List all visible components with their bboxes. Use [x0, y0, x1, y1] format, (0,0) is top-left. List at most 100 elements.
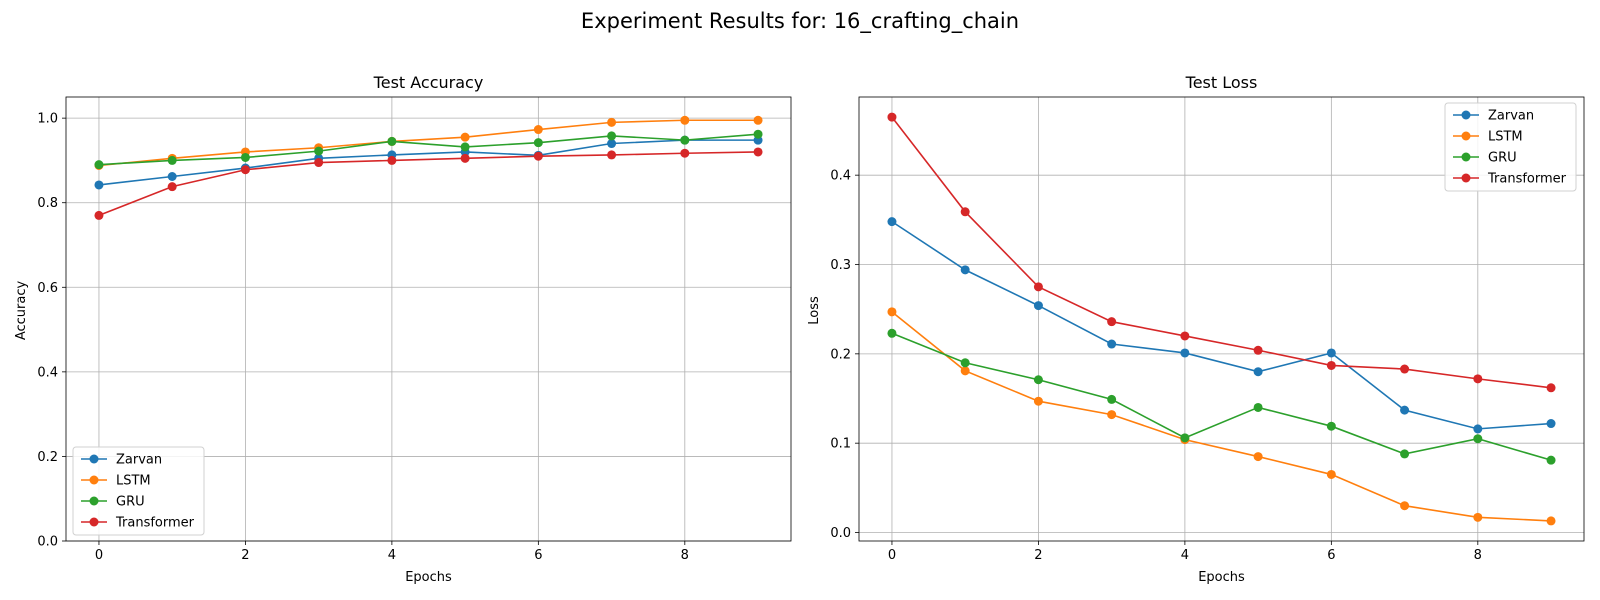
lstm-point [680, 115, 690, 125]
transformer-point [387, 155, 397, 165]
legend-lstm-label: LSTM [116, 474, 151, 489]
transformer-point [960, 207, 970, 217]
zarvan-point [960, 265, 970, 275]
lstm-point [607, 117, 617, 127]
legend-transformer-label: Transformer [1487, 172, 1567, 187]
gru-point [314, 146, 324, 156]
transformer-point [753, 147, 763, 157]
legend-zarvan-label: Zarvan [116, 453, 162, 468]
lstm-point [1107, 410, 1117, 420]
legend-gru-label: GRU [1488, 151, 1517, 166]
transformer-point [1546, 383, 1556, 393]
lstm-point [1253, 452, 1263, 462]
legend: Zarvan LSTM GRU Transformer [1444, 102, 1577, 192]
gru-point [460, 142, 470, 152]
transformer-point [1180, 331, 1190, 341]
legend-box [72, 446, 205, 536]
legend-gru-marker [89, 496, 99, 506]
loss-y-axis-label: Loss [807, 296, 822, 325]
x-tick-label: 0 [95, 548, 103, 563]
loss-chart-title: Test Loss [1185, 73, 1258, 92]
y-tick-label: 0.0 [37, 535, 58, 550]
zarvan-point [887, 217, 897, 227]
x-tick-label: 6 [534, 548, 542, 563]
gru-point [387, 136, 397, 146]
transformer-point [1400, 364, 1410, 374]
gru-point [1400, 449, 1410, 459]
lstm-point [1326, 469, 1336, 479]
y-tick-label: 0.8 [37, 196, 58, 211]
lstm-point [887, 307, 897, 317]
transformer-point [1107, 317, 1117, 327]
gru-point [1180, 433, 1190, 443]
accuracy-chart-title: Test Accuracy [373, 73, 484, 92]
gru-point [1253, 402, 1263, 412]
x-tick-label: 2 [241, 548, 249, 563]
x-tick-label: 4 [1181, 548, 1189, 563]
transformer-point [94, 210, 104, 220]
accuracy-panel: Test Accuracy 0 2 4 6 8 0.0 0.2 0.4 0.6 0.8 1.0 Zar… [14, 73, 792, 585]
loss-plot-area: 0 2 4 6 8 0.0 0.1 0.2 0.3 0.4 Zarvan LSTM GRU Transfo… [830, 96, 1585, 563]
y-tick-label: 0.2 [37, 450, 58, 465]
gru-point [680, 135, 690, 145]
legend-transformer-marker [89, 517, 99, 527]
zarvan-line [98, 139, 759, 186]
transformer-point [240, 165, 250, 175]
transformer-line [891, 116, 1552, 389]
lstm-point [960, 366, 970, 376]
y-tick-label: 1.0 [37, 112, 58, 127]
x-tick-label: 6 [1327, 548, 1335, 563]
x-tick-label: 0 [888, 548, 896, 563]
x-tick-label: 2 [1034, 548, 1042, 563]
y-tick-label: 0.4 [830, 169, 851, 184]
accuracy-plot-area: 0 2 4 6 8 0.0 0.2 0.4 0.6 0.8 1.0 Zarvan LSTM GRU Tran… [37, 96, 792, 563]
gru-point [1473, 434, 1483, 444]
accuracy-y-axis-label: Accuracy [14, 281, 29, 341]
transformer-point [460, 153, 470, 163]
gru-point [607, 131, 617, 141]
transformer-point [607, 150, 617, 160]
x-tick-label: 8 [681, 548, 689, 563]
y-tick-label: 0.3 [830, 258, 851, 273]
legend-lstm-marker [89, 475, 99, 485]
legend-box [1444, 102, 1577, 192]
zarvan-point [1326, 348, 1336, 358]
transformer-point [887, 112, 897, 122]
y-tick-label: 0.4 [37, 365, 58, 380]
transformer-line [98, 151, 759, 217]
zarvan-point [1546, 419, 1556, 429]
y-tick-label: 0.1 [830, 437, 851, 452]
zarvan-point [1033, 301, 1043, 311]
gru-line [98, 133, 759, 166]
legend-gru-marker [1461, 152, 1471, 162]
legend-zarvan-marker [1461, 110, 1471, 120]
y-tick-label: 0.2 [830, 347, 851, 362]
zarvan-point [1180, 348, 1190, 358]
transformer-point [314, 158, 324, 168]
zarvan-point [1107, 339, 1117, 349]
lstm-point [460, 132, 470, 142]
transformer-point [1473, 374, 1483, 384]
gru-point [1033, 375, 1043, 385]
lstm-point [1546, 516, 1556, 526]
gru-point [1107, 394, 1117, 404]
zarvan-point [607, 139, 617, 149]
lstm-point [1033, 396, 1043, 406]
gru-point [1326, 421, 1336, 431]
zarvan-point [1400, 405, 1410, 415]
transformer-point [167, 182, 177, 192]
transformer-point [1253, 345, 1263, 355]
gru-point [240, 152, 250, 162]
legend-transformer-label: Transformer [115, 516, 195, 531]
lstm-point [533, 125, 543, 135]
transformer-point [1326, 360, 1336, 370]
gru-point [94, 160, 104, 170]
zarvan-point [1473, 424, 1483, 434]
loss-panel: Test Loss 0 2 4 6 8 0.0 0.1 0.2 0.3 0.4 Zarvan LSTM… [807, 73, 1585, 585]
lstm-point [1473, 512, 1483, 522]
x-tick-label: 8 [1474, 548, 1482, 563]
lstm-line [98, 119, 759, 167]
zarvan-point [94, 180, 104, 190]
y-tick-label: 0.0 [830, 526, 851, 541]
